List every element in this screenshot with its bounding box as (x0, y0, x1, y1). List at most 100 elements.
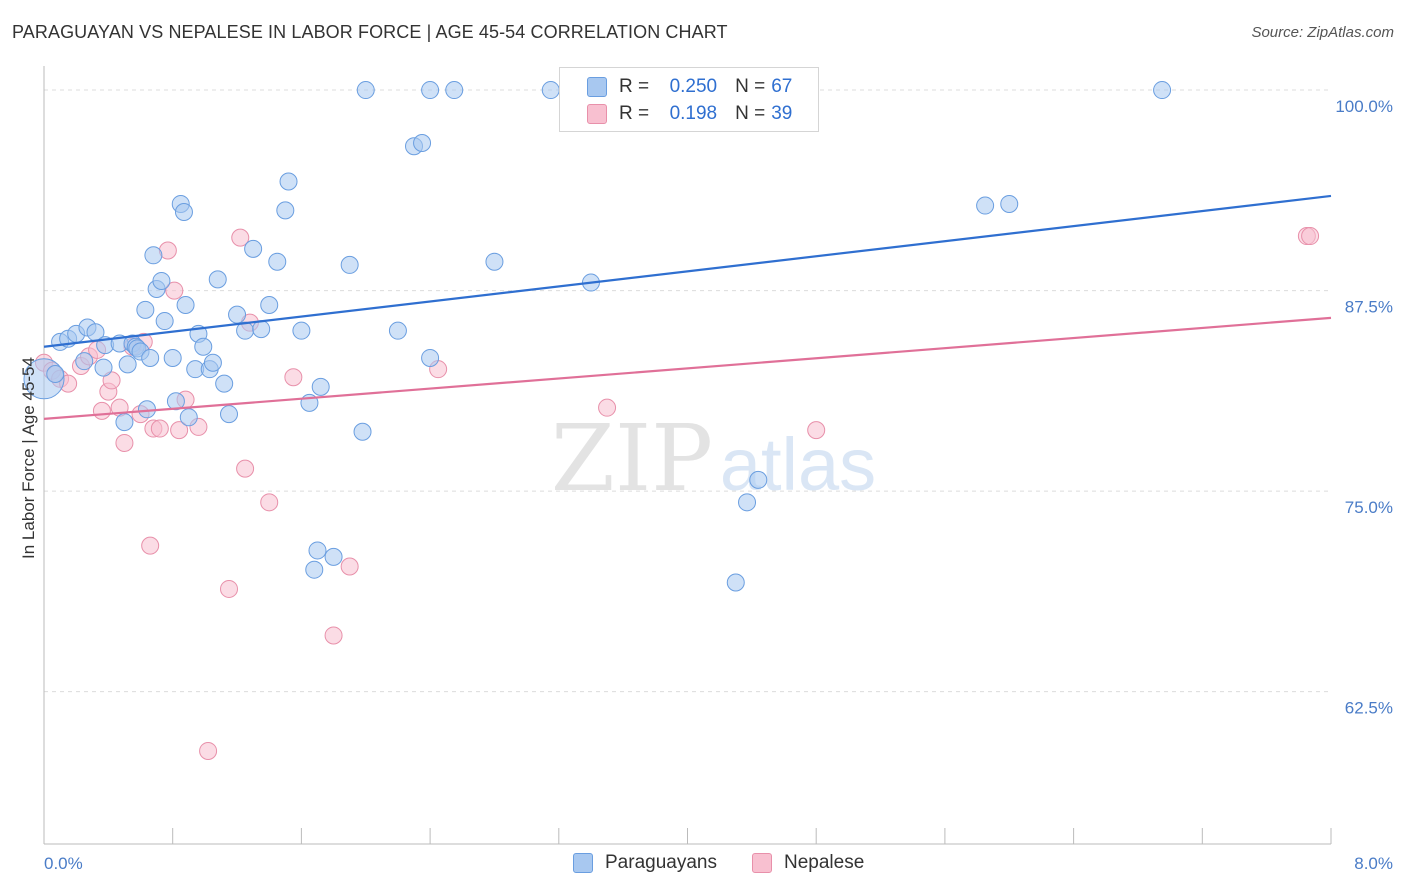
legend-row-paraguayans: R = 0.250 N = 67 (587, 75, 792, 99)
paraguayan-point (136, 300, 155, 319)
paraguayan-point (308, 541, 327, 560)
legend-label-paraguayans: Paraguayans (605, 852, 717, 873)
paraguayan-points (23, 81, 1172, 592)
legend-r-value: 0.250 (669, 76, 718, 97)
watermark-atlas: atlas (720, 423, 876, 506)
series-legend: Paraguayans Nepalese (0, 852, 1406, 878)
paraguayan-point (152, 271, 171, 290)
paraguayan-point (118, 355, 137, 374)
paraguayan-point (1000, 194, 1019, 213)
paraguayan-point (228, 305, 247, 324)
paraguayan-point (208, 270, 227, 289)
trend-lines (43, 194, 1332, 421)
paraguayan-point (144, 246, 163, 265)
legend-r-label: R = (619, 103, 650, 124)
paraguayan-point (220, 405, 239, 424)
paraguayan-point (324, 547, 343, 566)
paraguayan-point (305, 560, 324, 579)
axes (43, 66, 1332, 845)
nepalese-point (220, 579, 239, 598)
legend-r-label: R = (619, 76, 650, 97)
paraguayan-point (1153, 81, 1172, 100)
paraguayan-point (155, 312, 174, 331)
nepalese-point (170, 421, 189, 440)
paraguayan-point (541, 81, 560, 100)
legend-item-paraguayans[interactable]: Paraguayans (573, 852, 717, 874)
paraguayan-point (976, 196, 995, 215)
legend-swatch-blue (573, 853, 593, 873)
watermark-zip: ZIP (551, 405, 713, 512)
nepalese-point (165, 281, 184, 300)
paraguayan-point (292, 321, 311, 340)
gridlines (44, 89, 1331, 693)
paraguayan-point (46, 364, 65, 383)
x-tick-labels: 0.0% 8.0% (44, 854, 1393, 873)
legend-swatch-pink (587, 104, 607, 124)
nepalese-point (92, 401, 111, 420)
nepalese-point (115, 433, 134, 452)
nepalese-point (1301, 227, 1320, 246)
y-tick-label: 100.0% (1335, 97, 1393, 116)
paraguayan-point (413, 133, 432, 152)
paraguayan-point (244, 239, 263, 258)
y-axis-label: In Labor Force | Age 45-54 (19, 357, 38, 559)
paraguayan-point (268, 252, 287, 271)
paraguayan-point (194, 337, 213, 356)
paraguayan-point (421, 348, 440, 367)
paraguayan-point (276, 201, 295, 220)
y-tick-labels: 62.5% 75.0% 87.5% 100.0% (1335, 97, 1393, 718)
nepalese-point (102, 371, 121, 390)
legend-n-label: N = (735, 103, 766, 124)
paraguayan-point (485, 252, 504, 271)
nepalese-trend-line (43, 316, 1332, 421)
nepalese-point (150, 419, 169, 438)
nepalese-point (598, 398, 617, 417)
nepalese-point (324, 626, 343, 645)
paraguayan-point (445, 81, 464, 100)
paraguayan-point (179, 408, 198, 427)
paraguayan-point (749, 470, 768, 489)
chart-source: Source: ZipAtlas.com (1251, 24, 1394, 41)
nepalese-point (231, 228, 250, 247)
y-tick-label: 87.5% (1345, 298, 1393, 317)
y-tick-label: 62.5% (1345, 699, 1393, 718)
legend-swatch-pink (752, 853, 772, 873)
nepalese-point (141, 536, 160, 555)
paraguayan-point (260, 296, 279, 315)
paraguayan-point (174, 202, 193, 221)
paraguayan-point (311, 377, 330, 396)
legend-n-value: 39 (771, 103, 793, 124)
paraguayan-point (166, 392, 185, 411)
paraguayan-point (115, 413, 134, 432)
legend-row-nepalese: R = 0.198 N = 39 (587, 102, 792, 126)
paraguayan-point (252, 320, 271, 339)
paraguayan-point (75, 352, 94, 371)
paraguayan-trend-line (43, 194, 1332, 348)
nepalese-point (260, 493, 279, 512)
nepalese-point (199, 741, 218, 760)
paraguayan-point (421, 81, 440, 100)
x-tick-label: 0.0% (44, 854, 83, 873)
paraguayan-point (141, 348, 160, 367)
legend-n-label: N = (735, 76, 766, 97)
watermark: ZIP atlas (551, 405, 876, 512)
paraguayan-point (738, 493, 757, 512)
legend-n-value: 67 (771, 76, 793, 97)
paraguayan-point (726, 573, 745, 592)
paraguayan-point (203, 353, 222, 372)
legend-swatch-blue (587, 77, 607, 97)
legend-label-nepalese: Nepalese (784, 852, 865, 873)
legend-item-nepalese[interactable]: Nepalese (752, 852, 864, 874)
paraguayan-point (94, 358, 113, 377)
paraguayan-point (163, 348, 182, 367)
x-tick-label: 8.0% (1354, 854, 1393, 873)
paraguayan-point (388, 321, 407, 340)
paraguayan-point (340, 255, 359, 274)
paraguayan-point (279, 172, 298, 191)
chart-title: PARAGUAYAN VS NEPALESE IN LABOR FORCE | … (12, 22, 728, 42)
nepalese-point (807, 421, 826, 440)
paraguayan-point (215, 374, 234, 393)
paraguayan-point (356, 81, 375, 100)
nepalese-point (236, 459, 255, 478)
correlation-legend: R = 0.250 N = 67 R = 0.198 N = 39 (559, 67, 819, 132)
